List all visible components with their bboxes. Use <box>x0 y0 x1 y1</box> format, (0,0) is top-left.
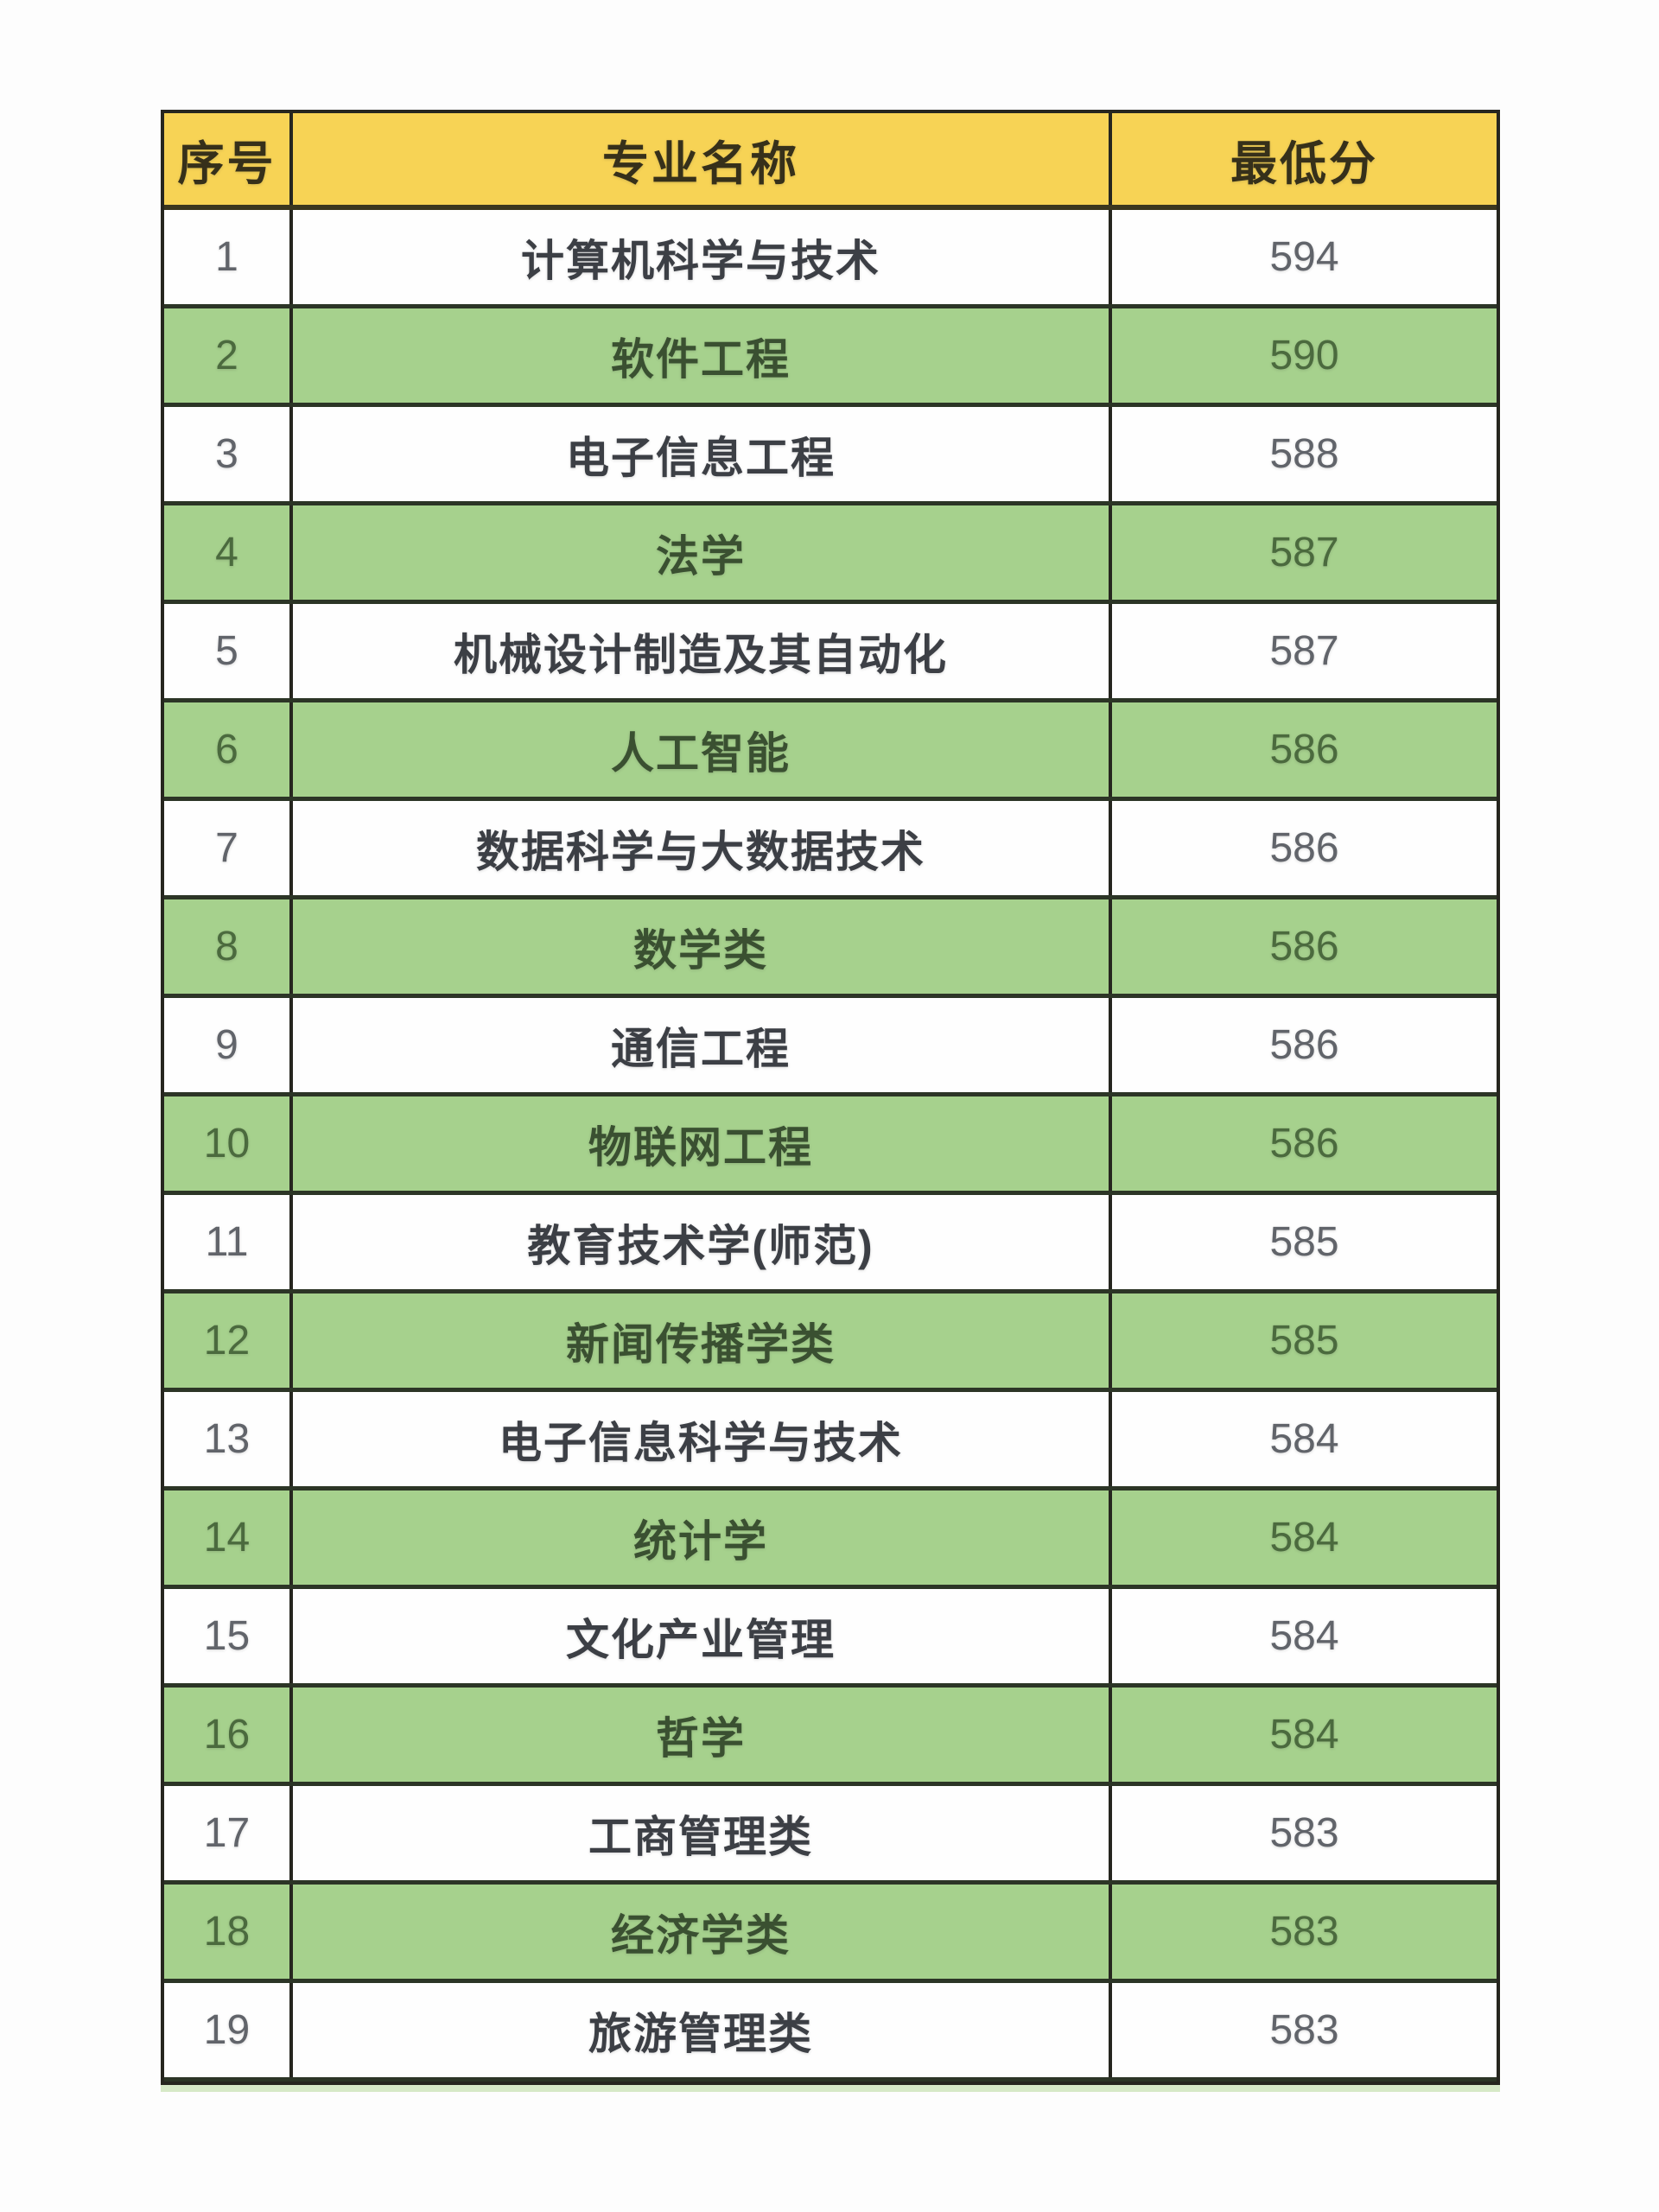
major-name-cell: 软件工程 <box>289 308 1109 403</box>
major-name-cell: 文化产业管理 <box>289 1589 1109 1683</box>
major-name-cell: 物联网工程 <box>289 1096 1109 1191</box>
table-row: 2 软件工程 590 <box>164 308 1497 407</box>
table-row: 12 新闻传播学类 585 <box>164 1294 1497 1392</box>
header-cell-min-score: 最低分 <box>1109 113 1497 205</box>
major-name-cell: 数据科学与大数据技术 <box>289 801 1109 895</box>
min-score-cell: 586 <box>1109 702 1497 797</box>
row-index-cell: 9 <box>215 1022 238 1068</box>
row-index-cell: 6 <box>215 727 238 772</box>
header-cell-major: 专业名称 <box>289 113 1109 205</box>
row-index-cell: 11 <box>205 1219 249 1265</box>
header-cell-index: 序号 <box>177 137 276 190</box>
table-row: 19 旅游管理类 583 <box>164 1983 1497 2082</box>
min-score-cell: 586 <box>1109 899 1497 994</box>
major-name-cell: 工商管理类 <box>289 1786 1109 1880</box>
min-score-cell: 586 <box>1109 1096 1497 1191</box>
table-row: 16 哲学 584 <box>164 1688 1497 1786</box>
row-index-cell: 8 <box>215 924 238 969</box>
row-index-cell: 3 <box>215 431 238 477</box>
major-name-cell: 电子信息科学与技术 <box>289 1392 1109 1486</box>
major-name-cell: 新闻传播学类 <box>289 1294 1109 1388</box>
major-name-cell: 计算机科学与技术 <box>289 210 1109 304</box>
min-score-cell: 586 <box>1109 998 1497 1092</box>
major-name-cell: 经济学类 <box>289 1885 1109 1979</box>
table-body: 1 计算机科学与技术 594 2 软件工程 590 3 电子信息工程 588 4 法学 587 5 机械设… <box>164 210 1497 2082</box>
row-index-cell: 12 <box>203 1318 251 1363</box>
row-index-cell: 2 <box>215 333 238 378</box>
table-row: 6 人工智能 586 <box>164 702 1497 801</box>
min-score-cell: 586 <box>1109 801 1497 895</box>
min-score-cell: 584 <box>1109 1688 1497 1782</box>
row-index-cell: 19 <box>203 2007 251 2053</box>
table-row: 10 物联网工程 586 <box>164 1096 1497 1195</box>
major-name-cell: 教育技术学(师范) <box>289 1195 1109 1289</box>
row-index-cell: 13 <box>203 1416 251 1462</box>
table-row: 11 教育技术学(师范) 585 <box>164 1195 1497 1294</box>
row-index-cell: 4 <box>215 530 238 575</box>
min-score-cell: 583 <box>1109 1983 1497 2077</box>
table-row: 15 文化产业管理 584 <box>164 1589 1497 1688</box>
major-name-cell: 法学 <box>289 505 1109 600</box>
min-score-cell: 584 <box>1109 1589 1497 1683</box>
major-name-cell: 通信工程 <box>289 998 1109 1092</box>
min-score-cell: 584 <box>1109 1491 1497 1585</box>
min-score-cell: 587 <box>1109 604 1497 698</box>
table-row: 5 机械设计制造及其自动化 587 <box>164 604 1497 702</box>
table-bottom-edge <box>161 2085 1500 2092</box>
table-row: 1 计算机科学与技术 594 <box>164 210 1497 308</box>
row-index-cell: 18 <box>203 1909 251 1955</box>
min-score-cell: 585 <box>1109 1195 1497 1289</box>
table-row: 17 工商管理类 583 <box>164 1786 1497 1885</box>
table-row: 18 经济学类 583 <box>164 1885 1497 1983</box>
row-index-cell: 1 <box>215 234 238 280</box>
table-row: 7 数据科学与大数据技术 586 <box>164 801 1497 899</box>
min-score-cell: 588 <box>1109 407 1497 501</box>
row-index-cell: 17 <box>203 1810 251 1856</box>
min-score-cell: 587 <box>1109 505 1497 600</box>
row-index-cell: 7 <box>215 825 238 871</box>
major-name-cell: 人工智能 <box>289 702 1109 797</box>
table-row: 14 统计学 584 <box>164 1491 1497 1589</box>
major-name-cell: 电子信息工程 <box>289 407 1109 501</box>
major-name-cell: 数学类 <box>289 899 1109 994</box>
min-score-cell: 585 <box>1109 1294 1497 1388</box>
row-index-cell: 10 <box>203 1121 251 1166</box>
table-row: 8 数学类 586 <box>164 899 1497 998</box>
table-header-row: 序号 专业名称 最低分 <box>164 113 1497 210</box>
min-score-cell: 583 <box>1109 1885 1497 1979</box>
major-name-cell: 哲学 <box>289 1688 1109 1782</box>
table-row: 4 法学 587 <box>164 505 1497 604</box>
table-row: 3 电子信息工程 588 <box>164 407 1497 505</box>
major-name-cell: 机械设计制造及其自动化 <box>289 604 1109 698</box>
row-index-cell: 14 <box>203 1515 251 1560</box>
min-score-cell: 583 <box>1109 1786 1497 1880</box>
table-row: 9 通信工程 586 <box>164 998 1497 1096</box>
row-index-cell: 5 <box>215 628 238 674</box>
table-row: 13 电子信息科学与技术 584 <box>164 1392 1497 1491</box>
major-name-cell: 统计学 <box>289 1491 1109 1585</box>
min-score-cell: 594 <box>1109 210 1497 304</box>
major-name-cell: 旅游管理类 <box>289 1983 1109 2077</box>
min-score-cell: 590 <box>1109 308 1497 403</box>
row-index-cell: 15 <box>203 1613 251 1659</box>
row-index-cell: 16 <box>203 1712 251 1758</box>
min-score-cell: 584 <box>1109 1392 1497 1486</box>
admission-scores-table: 序号 专业名称 最低分 1 计算机科学与技术 594 2 软件工程 590 3 电子信息工程 5… <box>161 110 1500 2085</box>
